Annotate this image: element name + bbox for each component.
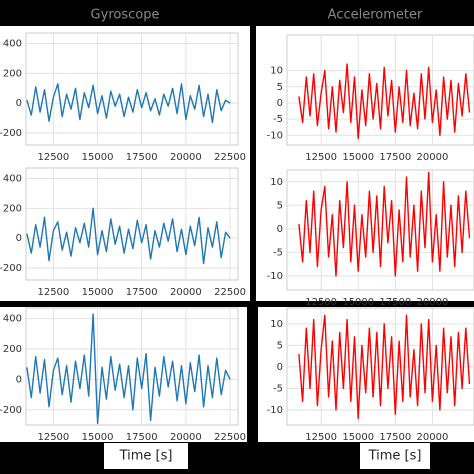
y-tick-label: 10 xyxy=(270,319,283,330)
data-line xyxy=(298,63,471,140)
data-line xyxy=(26,313,231,425)
x-tick-label: 17500 xyxy=(379,297,411,308)
y-tick-label: 0 xyxy=(277,98,283,109)
label-box xyxy=(360,443,430,469)
y-tick-label: -200 xyxy=(0,263,22,274)
x-tick-label: 20000 xyxy=(417,297,449,308)
x-tick-label: 17500 xyxy=(126,152,158,163)
x-tick-label: 20000 xyxy=(417,432,449,443)
x-tick-label: 15000 xyxy=(82,152,114,163)
y-tick-label: 5 xyxy=(277,340,283,351)
chart-title: Accelerometer xyxy=(328,8,423,23)
x-axis-label: Time [s] xyxy=(119,449,173,464)
x-tick-label: 17500 xyxy=(126,287,158,298)
x-tick-label: 12500 xyxy=(305,297,337,308)
y-tick-label: 5 xyxy=(277,82,283,93)
plot-area xyxy=(25,32,239,146)
data-line xyxy=(26,83,231,124)
x-tick-label: 12500 xyxy=(37,432,69,443)
y-tick-label: 10 xyxy=(270,66,283,77)
y-tick-label: 200 xyxy=(3,203,22,214)
x-axis-label: Time [s] xyxy=(368,449,422,464)
x-tick-label: 12500 xyxy=(37,287,69,298)
x-tick-label: 15000 xyxy=(342,432,374,443)
x-tick-label: 15000 xyxy=(342,297,374,308)
x-tick-label: 15000 xyxy=(342,152,374,163)
x-tick-label: 17500 xyxy=(379,152,411,163)
y-tick-label: -10 xyxy=(267,271,283,282)
y-tick-label: 0 xyxy=(16,98,22,109)
data-line xyxy=(298,314,471,420)
data-line xyxy=(26,207,231,265)
chart-title: Gyroscope xyxy=(91,8,160,23)
x-tick-label: 20000 xyxy=(170,432,202,443)
y-tick-label: 0 xyxy=(277,224,283,235)
y-tick-label: 0 xyxy=(277,362,283,373)
y-tick-label: -5 xyxy=(273,114,283,125)
label-box xyxy=(104,443,188,469)
y-tick-label: 400 xyxy=(3,173,22,184)
x-tick-label: 22500 xyxy=(214,152,246,163)
x-tick-label: 15000 xyxy=(82,432,114,443)
y-tick-label: 0 xyxy=(16,374,22,385)
y-tick-label: 5 xyxy=(277,200,283,211)
x-tick-label: 12500 xyxy=(305,432,337,443)
x-tick-label: 20000 xyxy=(170,287,202,298)
x-tick-label: 17500 xyxy=(126,432,158,443)
x-tick-label: 20000 xyxy=(170,152,202,163)
y-tick-label: 200 xyxy=(3,344,22,355)
x-tick-label: 22500 xyxy=(214,287,246,298)
x-tick-label: 12500 xyxy=(37,152,69,163)
y-tick-label: 400 xyxy=(3,38,22,49)
x-tick-label: 22500 xyxy=(214,432,246,443)
y-tick-label: 10 xyxy=(270,177,283,188)
x-tick-label: 15000 xyxy=(82,287,114,298)
y-tick-label: -5 xyxy=(273,247,283,258)
x-tick-label: 12500 xyxy=(305,152,337,163)
y-tick-label: -200 xyxy=(0,128,22,139)
plot-area xyxy=(25,167,239,281)
x-tick-label: 20000 xyxy=(417,152,449,163)
data-line xyxy=(298,171,471,277)
y-tick-label: -5 xyxy=(273,383,283,394)
x-tick-label: 17500 xyxy=(379,432,411,443)
y-tick-label: -10 xyxy=(267,130,283,141)
y-tick-label: 400 xyxy=(3,314,22,325)
y-tick-label: 200 xyxy=(3,68,22,79)
y-tick-label: -200 xyxy=(0,405,22,416)
y-tick-label: 0 xyxy=(16,233,22,244)
y-tick-label: -10 xyxy=(267,405,283,416)
